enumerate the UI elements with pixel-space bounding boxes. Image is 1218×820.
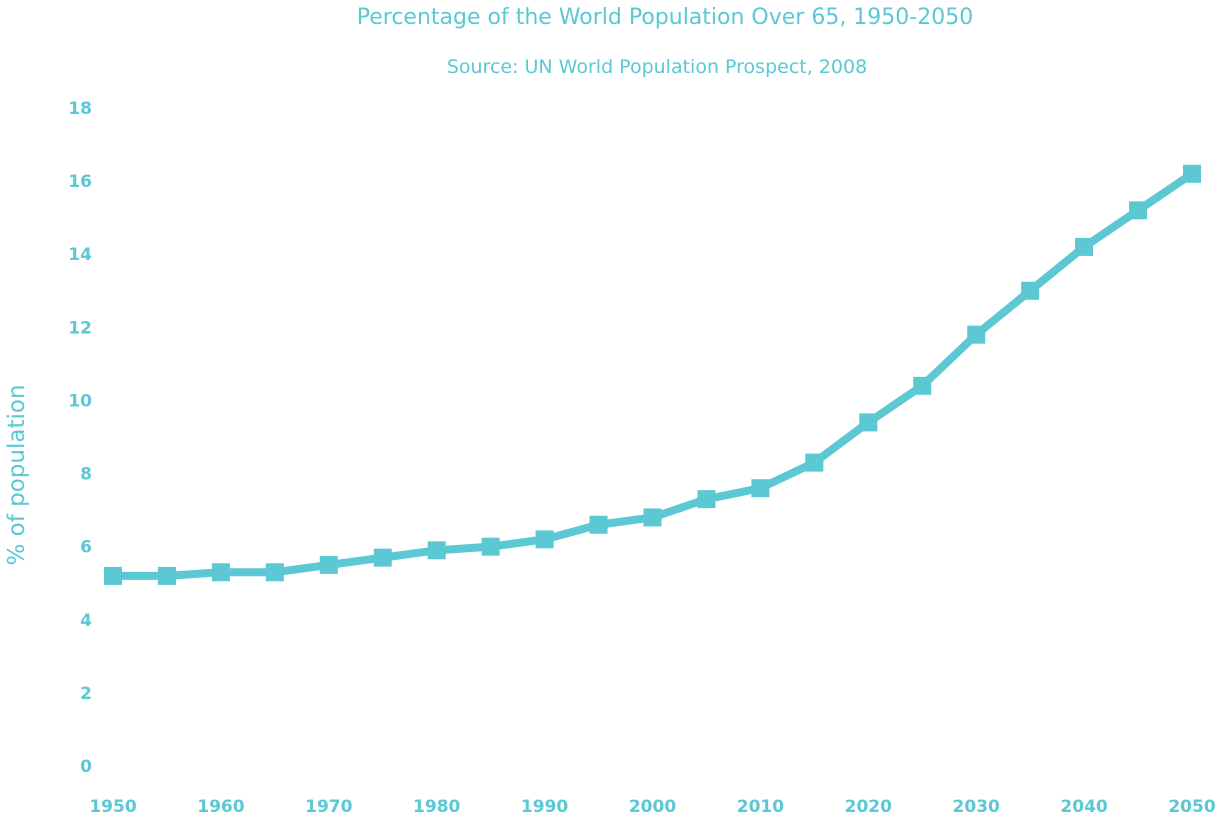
data-point-marker [1129, 201, 1148, 220]
data-point-marker [535, 530, 554, 549]
data-point-marker [751, 479, 770, 498]
data-point-marker [1021, 281, 1040, 300]
data-point-marker [373, 548, 392, 567]
data-point-marker [157, 566, 176, 585]
chart-subtitle: Source: UN World Population Prospect, 20… [447, 56, 867, 78]
x-tick-label: 2000 [629, 797, 676, 817]
data-point-marker [1075, 237, 1094, 256]
data-point-marker [643, 508, 662, 527]
y-tick-label: 6 [80, 538, 92, 558]
y-tick-label: 18 [68, 99, 92, 119]
y-tick-label: 12 [68, 318, 92, 338]
x-tick-label: 1950 [89, 797, 136, 817]
data-point-marker [589, 515, 608, 534]
x-tick-label: 2010 [737, 797, 784, 817]
x-tick-label: 1990 [521, 797, 568, 817]
y-tick-label: 2 [80, 684, 92, 704]
data-point-marker [211, 563, 230, 582]
data-point-marker [265, 563, 284, 582]
y-axis-ticks: 0 2 4 6 8 10 12 14 16 18 [68, 99, 92, 777]
x-axis-ticks: 1950 1960 1970 1980 1990 2000 2010 2020 2030 2040… [89, 797, 1215, 817]
data-point-marker [1183, 164, 1201, 183]
data-point-marker [913, 376, 932, 395]
data-point-marker [104, 566, 122, 585]
data-point-marker [697, 490, 716, 509]
x-tick-label: 2030 [953, 797, 1000, 817]
data-point-marker [481, 537, 500, 556]
data-point-marker [859, 413, 878, 432]
x-tick-label: 2050 [1168, 797, 1215, 817]
y-tick-label: 4 [80, 611, 92, 631]
y-tick-label: 16 [68, 172, 92, 192]
y-tick-label: 10 [68, 391, 92, 411]
x-tick-label: 1960 [197, 797, 244, 817]
y-tick-label: 14 [68, 245, 92, 265]
data-point-marker [805, 453, 824, 472]
chart-title: Percentage of the World Population Over … [357, 5, 973, 30]
data-point-marker [427, 541, 446, 560]
series-group [104, 164, 1201, 585]
x-tick-label: 2020 [845, 797, 892, 817]
data-point-marker [967, 325, 986, 344]
y-tick-label: 8 [80, 465, 92, 485]
data-point-marker [319, 555, 338, 574]
x-tick-label: 2040 [1060, 797, 1107, 817]
x-tick-label: 1980 [413, 797, 460, 817]
x-tick-label: 1970 [305, 797, 352, 817]
y-axis-label: % of population [4, 384, 30, 565]
y-tick-label: 0 [80, 757, 92, 777]
